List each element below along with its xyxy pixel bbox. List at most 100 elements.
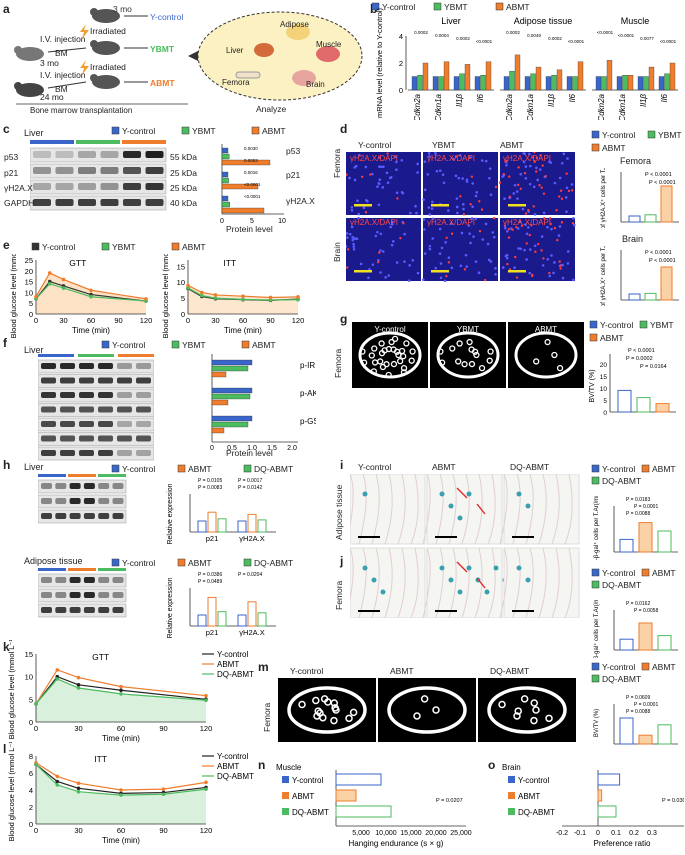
bar: [657, 724, 672, 745]
d-nucleus: [533, 213, 537, 216]
d-marker: [470, 175, 474, 178]
series-point: [199, 290, 204, 295]
d-nucleus: [346, 232, 349, 235]
ij-tissue: [487, 547, 496, 618]
h-pvalue: P = 0.0386: [198, 572, 222, 578]
c-protein-bars: 0 5 10 0.0030 0.0003 0.0016 <0.0001 <0.0001: [220, 144, 286, 224]
d-marker: [542, 192, 546, 195]
h-blot-lane: [38, 479, 127, 494]
c-bar: [221, 171, 229, 178]
series-point: [47, 281, 52, 286]
series-point: [144, 297, 148, 301]
organ-liver: Liver: [226, 46, 244, 55]
d-scalebar: [354, 204, 372, 207]
y-tick: 8: [29, 752, 33, 761]
h-blot-band: [69, 607, 81, 613]
g-trabecula: [370, 368, 378, 375]
m-trabecula: [530, 716, 538, 725]
h-blot-band: [55, 607, 67, 613]
d-marker: [507, 236, 511, 239]
d-nucleus: [346, 245, 348, 248]
d-nucleus: [565, 186, 569, 190]
d-nucleus: [359, 262, 363, 266]
b-bar: [514, 54, 521, 91]
d-nucleus: [516, 197, 519, 200]
m-trabecula: [545, 714, 553, 723]
c-blot-band: [123, 199, 141, 206]
d-nucleus: [416, 171, 419, 174]
d-nucleus: [367, 276, 370, 280]
ij-tissue: [350, 547, 354, 602]
h-liver-blot: p2125 kDaγH2A.X25 kDaGAPDH40 kDa: [38, 474, 127, 524]
d-nucleus: [488, 167, 492, 170]
d-nucleus: [561, 276, 565, 280]
h-liver-title: Liver: [24, 462, 44, 472]
f-blot-band: [60, 421, 75, 427]
g-ytick: 5: [603, 398, 607, 405]
bar: [638, 622, 653, 651]
f-blot-band: [136, 435, 151, 442]
pvalue: P = 0.0183: [626, 497, 650, 503]
d-marker: [508, 175, 511, 178]
series-line: [35, 764, 207, 795]
h-blot-band: [83, 577, 95, 583]
d-nucleus: [423, 252, 427, 255]
d-nucleus: [519, 172, 523, 176]
ij-tissue: [487, 474, 496, 545]
series-point: [76, 781, 81, 785]
x-tick: 120: [140, 316, 153, 325]
h-group-bar: [98, 568, 126, 571]
legend-label: DQ-ABMT: [217, 772, 254, 781]
b-gene-label: Il6: [568, 93, 577, 102]
d-marker: [364, 211, 368, 214]
c-blot-band: [100, 183, 119, 190]
legend-label: Y-control: [600, 320, 633, 330]
ij-sabgal-cell: [493, 565, 499, 571]
y-tick: 0: [29, 718, 33, 727]
d-femora-chart: P < 0.0001 P < 0.0001 Rel.fold of γH2A.X⁺ …: [600, 168, 679, 228]
b-pvalue: <0.0001: [476, 39, 493, 44]
d-nucleus: [447, 256, 451, 260]
b-bar: [438, 76, 444, 91]
x-tick: 30: [211, 316, 219, 325]
h-blot-band: [112, 607, 124, 613]
d-nucleus: [444, 241, 447, 244]
d-nucleus: [546, 257, 550, 261]
d-nucleus: [494, 267, 497, 270]
d-scalebar: [354, 270, 372, 273]
category-label: DQ-ABMT: [518, 808, 555, 817]
f-bar: [211, 371, 227, 378]
b-gene-label: Il1β: [547, 94, 556, 107]
series-point: [241, 294, 245, 299]
d-marker: [527, 208, 530, 212]
g-trabecula: [408, 357, 415, 364]
legend-swatch: [591, 130, 600, 139]
c-bar: [221, 153, 230, 160]
d-nucleus: [516, 227, 520, 230]
m-trabecula: [330, 716, 338, 725]
d-nucleus: [465, 265, 469, 268]
legend-label: ABMT: [652, 464, 676, 474]
d-nucleus: [350, 225, 354, 229]
b-bar: [643, 76, 649, 91]
d-nucleus: [438, 169, 442, 172]
y-label: Blood glucose level (mmol L⁻¹): [7, 640, 16, 739]
d-nucleus: [489, 260, 493, 263]
series-point: [34, 702, 38, 706]
d-marker: [571, 222, 575, 225]
c-bar: [221, 147, 229, 154]
j-legend: Y-control ABMT DQ-ABMT: [591, 568, 676, 590]
d-nucleus: [517, 247, 520, 250]
m-trabecula: [432, 706, 440, 714]
b-gene-label: Il6: [476, 93, 485, 102]
b-gene-label: Il1β: [639, 94, 648, 107]
x-tick: 30: [74, 724, 82, 733]
series-point: [161, 792, 166, 797]
c-blot-band: [33, 183, 51, 190]
legend-swatch: [243, 558, 252, 567]
h-blot-band: [41, 513, 52, 519]
b-gene-label: Cdkn2a: [413, 93, 422, 120]
organ-muscle: Muscle: [316, 40, 342, 49]
d-nucleus: [422, 198, 425, 201]
f-blot-band: [60, 363, 75, 369]
